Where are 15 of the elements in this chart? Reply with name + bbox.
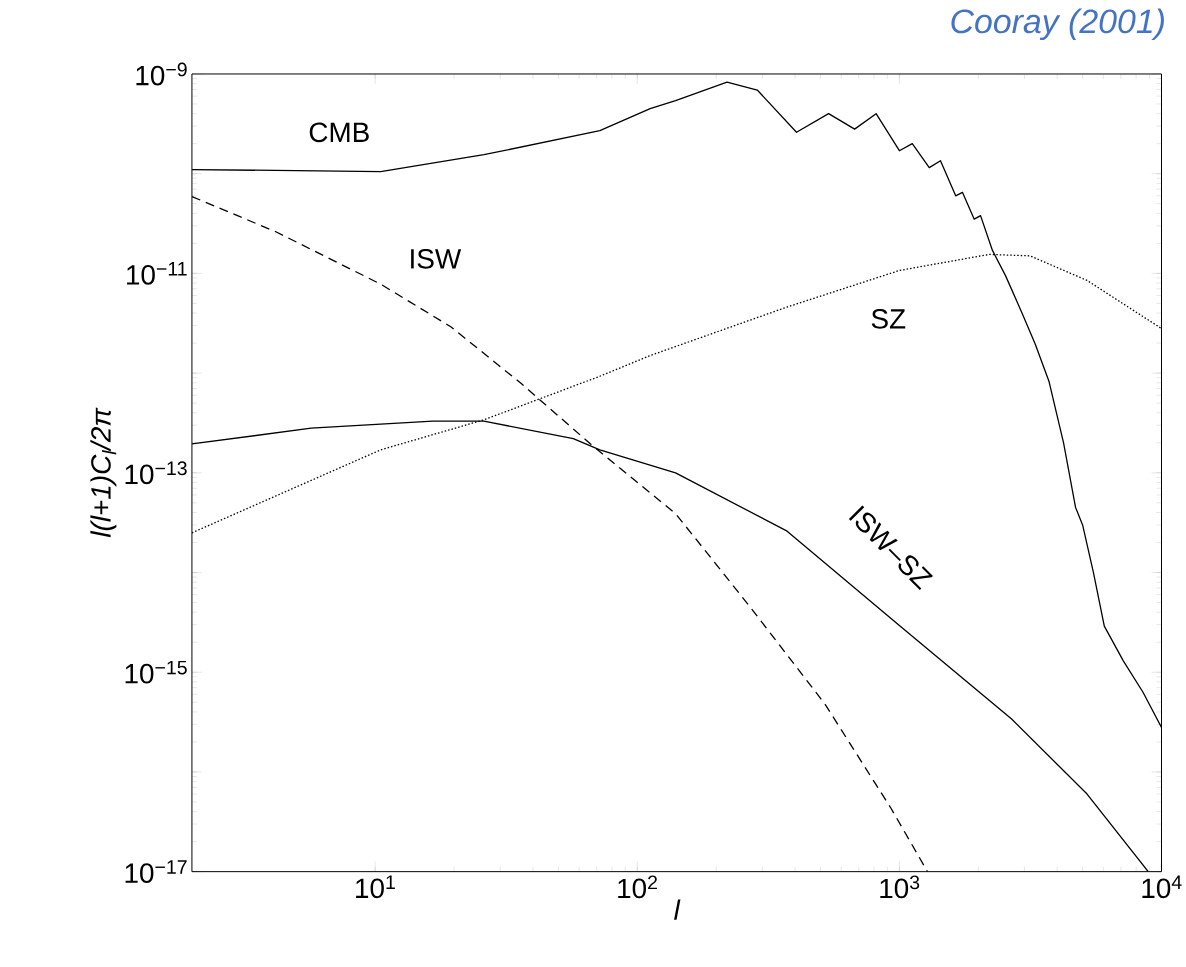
text: Cooray (2001) xyxy=(951,8,1164,41)
series-label: SZ xyxy=(871,309,906,329)
series-label: ISW xyxy=(411,249,462,269)
x-tick-label: 10$^{3}$ xyxy=(880,875,920,899)
y-tick-label: 10$^{−17}$ xyxy=(125,860,187,884)
y-tick-label: 10$^{−9}$ xyxy=(136,62,187,86)
x-axis-title: l xyxy=(674,899,681,920)
x-tick-label: 10$^{4}$ xyxy=(1142,875,1182,899)
y-tick-label: 10$^{−15}$ xyxy=(125,661,187,684)
y-axis-title: l(l+1)C$_{l}$/2π xyxy=(90,407,117,538)
series-label: CMB xyxy=(309,122,369,143)
y-tick-label: 10$^{−13}$ xyxy=(125,461,187,485)
y-tick-label: 10$^{−11}$ xyxy=(127,262,187,285)
x-tick-label: 10$^{2}$ xyxy=(618,875,657,899)
x-tick-label: 10$^{1}$ xyxy=(356,875,395,899)
